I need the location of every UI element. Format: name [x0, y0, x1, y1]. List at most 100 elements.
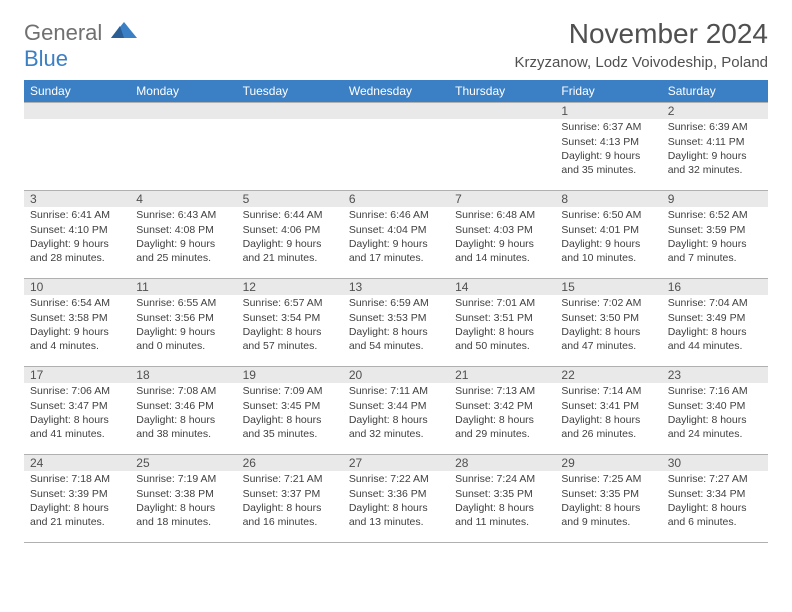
sunset-line: Sunset: 3:41 PM — [561, 400, 655, 414]
day-number: 21 — [449, 367, 555, 383]
col-tuesday: Tuesday — [237, 80, 343, 103]
day-number: 22 — [555, 367, 661, 383]
title-block: November 2024 Krzyzanow, Lodz Voivodeshi… — [515, 18, 769, 71]
sunset-line: Sunset: 3:35 PM — [561, 488, 655, 502]
day-info: Sunrise: 7:13 AMSunset: 3:42 PMDaylight:… — [449, 383, 555, 447]
day-info — [24, 119, 130, 125]
sunrise-line: Sunrise: 7:02 AM — [561, 297, 655, 311]
day-cell: 25Sunrise: 7:19 AMSunset: 3:38 PMDayligh… — [130, 455, 236, 543]
month-title: November 2024 — [515, 18, 769, 50]
sunset-line: Sunset: 3:37 PM — [243, 488, 337, 502]
sunset-line: Sunset: 3:44 PM — [349, 400, 443, 414]
day-info: Sunrise: 7:19 AMSunset: 3:38 PMDaylight:… — [130, 471, 236, 535]
day-info: Sunrise: 6:46 AMSunset: 4:04 PMDaylight:… — [343, 207, 449, 271]
daylight-line: Daylight: 8 hours and 44 minutes. — [668, 326, 762, 353]
day-cell: 24Sunrise: 7:18 AMSunset: 3:39 PMDayligh… — [24, 455, 130, 543]
sunset-line: Sunset: 4:04 PM — [349, 224, 443, 238]
day-info — [449, 119, 555, 125]
day-number: 8 — [555, 191, 661, 207]
sunrise-line: Sunrise: 6:43 AM — [136, 209, 230, 223]
daylight-line: Daylight: 9 hours and 17 minutes. — [349, 238, 443, 265]
daylight-line: Daylight: 8 hours and 47 minutes. — [561, 326, 655, 353]
day-info: Sunrise: 6:50 AMSunset: 4:01 PMDaylight:… — [555, 207, 661, 271]
day-cell: 11Sunrise: 6:55 AMSunset: 3:56 PMDayligh… — [130, 279, 236, 367]
sunrise-line: Sunrise: 7:18 AM — [30, 473, 124, 487]
day-number: 29 — [555, 455, 661, 471]
sunset-line: Sunset: 3:38 PM — [136, 488, 230, 502]
day-info: Sunrise: 6:54 AMSunset: 3:58 PMDaylight:… — [24, 295, 130, 359]
day-cell: 23Sunrise: 7:16 AMSunset: 3:40 PMDayligh… — [662, 367, 768, 455]
daylight-line: Daylight: 8 hours and 54 minutes. — [349, 326, 443, 353]
sunrise-line: Sunrise: 6:55 AM — [136, 297, 230, 311]
sunrise-line: Sunrise: 6:37 AM — [561, 121, 655, 135]
day-number: 13 — [343, 279, 449, 295]
sunrise-line: Sunrise: 7:27 AM — [668, 473, 762, 487]
calendar-head: Sunday Monday Tuesday Wednesday Thursday… — [24, 80, 768, 103]
day-cell: 15Sunrise: 7:02 AMSunset: 3:50 PMDayligh… — [555, 279, 661, 367]
day-info: Sunrise: 7:06 AMSunset: 3:47 PMDaylight:… — [24, 383, 130, 447]
col-wednesday: Wednesday — [343, 80, 449, 103]
day-cell: 13Sunrise: 6:59 AMSunset: 3:53 PMDayligh… — [343, 279, 449, 367]
daylight-line: Daylight: 8 hours and 13 minutes. — [349, 502, 443, 529]
day-number: 14 — [449, 279, 555, 295]
sunrise-line: Sunrise: 6:41 AM — [30, 209, 124, 223]
day-cell: 4Sunrise: 6:43 AMSunset: 4:08 PMDaylight… — [130, 191, 236, 279]
day-number: 10 — [24, 279, 130, 295]
daylight-line: Daylight: 8 hours and 9 minutes. — [561, 502, 655, 529]
daylight-line: Daylight: 8 hours and 41 minutes. — [30, 414, 124, 441]
sunset-line: Sunset: 3:42 PM — [455, 400, 549, 414]
day-number: 4 — [130, 191, 236, 207]
day-number — [24, 103, 130, 119]
sunset-line: Sunset: 3:51 PM — [455, 312, 549, 326]
day-number: 1 — [555, 103, 661, 119]
sunset-line: Sunset: 3:49 PM — [668, 312, 762, 326]
day-info: Sunrise: 6:59 AMSunset: 3:53 PMDaylight:… — [343, 295, 449, 359]
calendar-body: 1Sunrise: 6:37 AMSunset: 4:13 PMDaylight… — [24, 103, 768, 543]
day-number: 3 — [24, 191, 130, 207]
day-info: Sunrise: 7:09 AMSunset: 3:45 PMDaylight:… — [237, 383, 343, 447]
day-number: 25 — [130, 455, 236, 471]
day-info: Sunrise: 7:11 AMSunset: 3:44 PMDaylight:… — [343, 383, 449, 447]
sunset-line: Sunset: 3:47 PM — [30, 400, 124, 414]
day-cell: 3Sunrise: 6:41 AMSunset: 4:10 PMDaylight… — [24, 191, 130, 279]
location-line: Krzyzanow, Lodz Voivodeship, Poland — [515, 54, 769, 71]
day-cell: 28Sunrise: 7:24 AMSunset: 3:35 PMDayligh… — [449, 455, 555, 543]
sunrise-line: Sunrise: 7:08 AM — [136, 385, 230, 399]
sunrise-line: Sunrise: 6:54 AM — [30, 297, 124, 311]
sunrise-line: Sunrise: 7:01 AM — [455, 297, 549, 311]
day-number: 7 — [449, 191, 555, 207]
calendar-table: Sunday Monday Tuesday Wednesday Thursday… — [24, 80, 768, 543]
day-info: Sunrise: 6:39 AMSunset: 4:11 PMDaylight:… — [662, 119, 768, 183]
day-cell: 19Sunrise: 7:09 AMSunset: 3:45 PMDayligh… — [237, 367, 343, 455]
day-cell: 21Sunrise: 7:13 AMSunset: 3:42 PMDayligh… — [449, 367, 555, 455]
day-cell: 1Sunrise: 6:37 AMSunset: 4:13 PMDaylight… — [555, 103, 661, 191]
col-sunday: Sunday — [24, 80, 130, 103]
logo-wordmark: General Blue — [24, 18, 137, 72]
sunrise-line: Sunrise: 7:11 AM — [349, 385, 443, 399]
day-cell: 14 Sunrise: 7:01 AMSunset: 3:51 PMDayligh… — [449, 279, 555, 367]
week-row: 17Sunrise: 7:06 AMSunset: 3:47 PMDayligh… — [24, 367, 768, 455]
daylight-line: Daylight: 9 hours and 21 minutes. — [243, 238, 337, 265]
day-info — [130, 119, 236, 125]
day-info: Sunrise: 7:02 AMSunset: 3:50 PMDaylight:… — [555, 295, 661, 359]
sunrise-line: Sunrise: 6:50 AM — [561, 209, 655, 223]
day-number: 26 — [237, 455, 343, 471]
col-thursday: Thursday — [449, 80, 555, 103]
daylight-line: Daylight: 8 hours and 50 minutes. — [455, 326, 549, 353]
page-header: General Blue November 2024 Krzyzanow, Lo… — [24, 18, 768, 72]
sunrise-line: Sunrise: 7:24 AM — [455, 473, 549, 487]
day-cell: 27Sunrise: 7:22 AMSunset: 3:36 PMDayligh… — [343, 455, 449, 543]
sunset-line: Sunset: 3:45 PM — [243, 400, 337, 414]
day-cell: 16Sunrise: 7:04 AMSunset: 3:49 PMDayligh… — [662, 279, 768, 367]
day-cell: 9Sunrise: 6:52 AMSunset: 3:59 PMDaylight… — [662, 191, 768, 279]
daylight-line: Daylight: 9 hours and 7 minutes. — [668, 238, 762, 265]
day-info: Sunrise: 6:57 AMSunset: 3:54 PMDaylight:… — [237, 295, 343, 359]
day-number: 5 — [237, 191, 343, 207]
day-info: Sunrise: 7:27 AMSunset: 3:34 PMDaylight:… — [662, 471, 768, 535]
day-cell: 29Sunrise: 7:25 AMSunset: 3:35 PMDayligh… — [555, 455, 661, 543]
daylight-line: Daylight: 8 hours and 57 minutes. — [243, 326, 337, 353]
sunrise-line: Sunrise: 6:48 AM — [455, 209, 549, 223]
day-number: 6 — [343, 191, 449, 207]
day-info: Sunrise: 7:24 AMSunset: 3:35 PMDaylight:… — [449, 471, 555, 535]
daylight-line: Daylight: 9 hours and 32 minutes. — [668, 150, 762, 177]
